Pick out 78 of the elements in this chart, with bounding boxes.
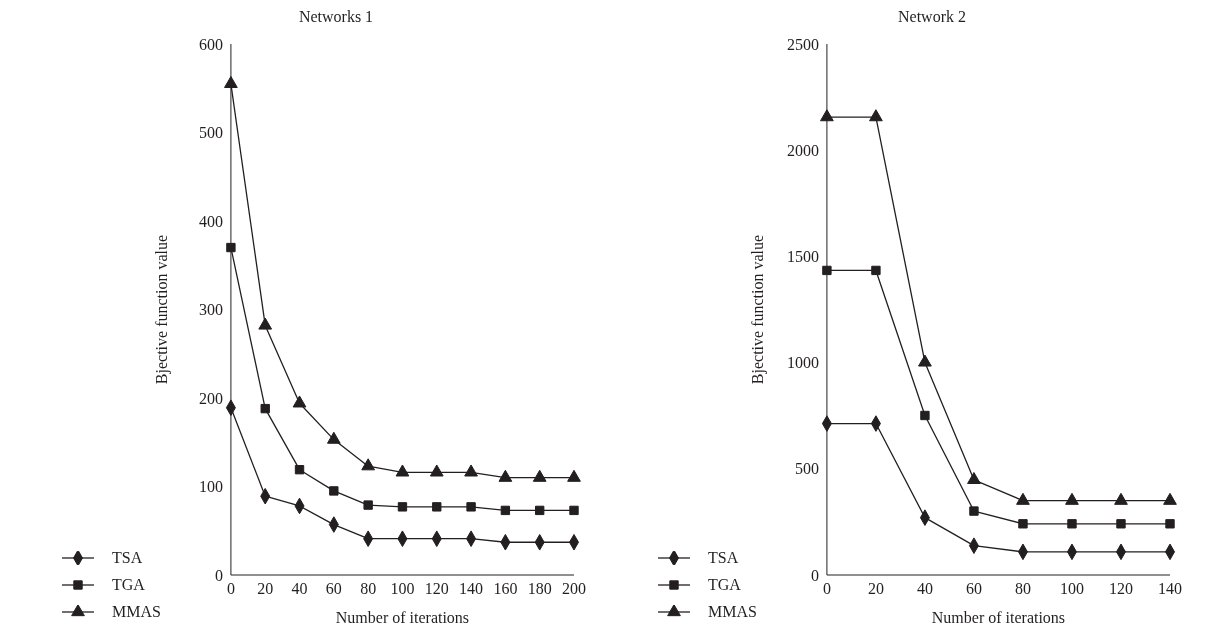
x-tick-label: 100 [1059, 580, 1084, 598]
point [429, 464, 444, 477]
y-tick-label: 100 [198, 478, 223, 496]
point [224, 75, 238, 88]
legend-label: TSA [708, 548, 739, 567]
point [967, 472, 981, 485]
y-tick-label: 300 [198, 301, 223, 319]
point [361, 458, 375, 471]
point [920, 410, 930, 421]
point [432, 502, 442, 512]
point [532, 469, 547, 482]
x-tick-label: 40 [916, 580, 933, 598]
x-tick-label: 120 [424, 580, 449, 598]
x-tick-label: 40 [291, 580, 308, 598]
y-tick-label: 500 [198, 124, 223, 142]
point [500, 505, 511, 516]
point [226, 242, 236, 253]
chart-title: Networks 1 [297, 8, 375, 27]
y-tick-label: 200 [198, 389, 223, 407]
point [918, 354, 932, 367]
point [569, 505, 579, 516]
point [1018, 519, 1028, 529]
y-tick-label: 2500 [786, 35, 819, 53]
point [466, 502, 476, 512]
x-tick-label: 140 [459, 580, 484, 598]
point [1165, 519, 1175, 529]
point [258, 317, 273, 330]
point [820, 109, 834, 122]
x-tick-label: 60 [325, 580, 342, 598]
point [326, 431, 341, 444]
y-axis-title: Bjective function value [152, 234, 171, 385]
point [1067, 519, 1077, 529]
point [869, 109, 883, 122]
point [498, 469, 513, 482]
x-tick-label: 80 [360, 580, 377, 598]
y-axis-title: Bjective function value [748, 234, 767, 385]
chart-title: Network 2 [897, 8, 967, 27]
point [464, 464, 478, 477]
x-tick-label: 160 [493, 580, 518, 598]
x-tick-label: 120 [1108, 580, 1133, 598]
y-tick-label: 2000 [786, 141, 819, 159]
x-tick-label: 200 [562, 580, 586, 598]
point [567, 469, 581, 482]
legend-label: TGA [112, 575, 145, 594]
x-tick-label: 180 [527, 580, 552, 598]
point [329, 486, 339, 496]
point [535, 505, 545, 516]
point [363, 500, 373, 510]
x-axis-title: Number of iterations [335, 609, 470, 626]
point [294, 465, 305, 475]
x-tick-label: 140 [1158, 580, 1182, 598]
x-tick-label: 0 [822, 580, 831, 598]
point [822, 265, 832, 276]
point [260, 403, 270, 414]
legend-label: MMAS [708, 602, 757, 621]
x-axis-title: Number of iterations [931, 609, 1066, 626]
point [397, 502, 408, 512]
x-tick-label: 20 [257, 580, 274, 598]
x-tick-label: 60 [965, 580, 982, 598]
y-tick-label: 0 [810, 566, 819, 584]
y-tick-label: 1000 [786, 354, 819, 372]
x-tick-label: 80 [1014, 580, 1031, 598]
point [395, 464, 410, 477]
y-tick-label: 600 [198, 35, 223, 53]
legend-label: MMAS [112, 602, 161, 621]
point [871, 265, 881, 276]
x-tick-label: 100 [390, 580, 415, 598]
legend-label: TGA [708, 575, 741, 594]
x-tick-label: 20 [867, 580, 884, 598]
point [1116, 519, 1126, 529]
y-tick-label: 0 [214, 566, 223, 584]
point [969, 506, 979, 516]
y-tick-label: 1500 [786, 248, 819, 266]
legend-label: TSA [112, 548, 143, 567]
y-tick-label: 400 [198, 212, 223, 230]
y-tick-label: 500 [794, 460, 819, 478]
x-tick-label: 0 [226, 580, 235, 598]
point [292, 395, 307, 408]
